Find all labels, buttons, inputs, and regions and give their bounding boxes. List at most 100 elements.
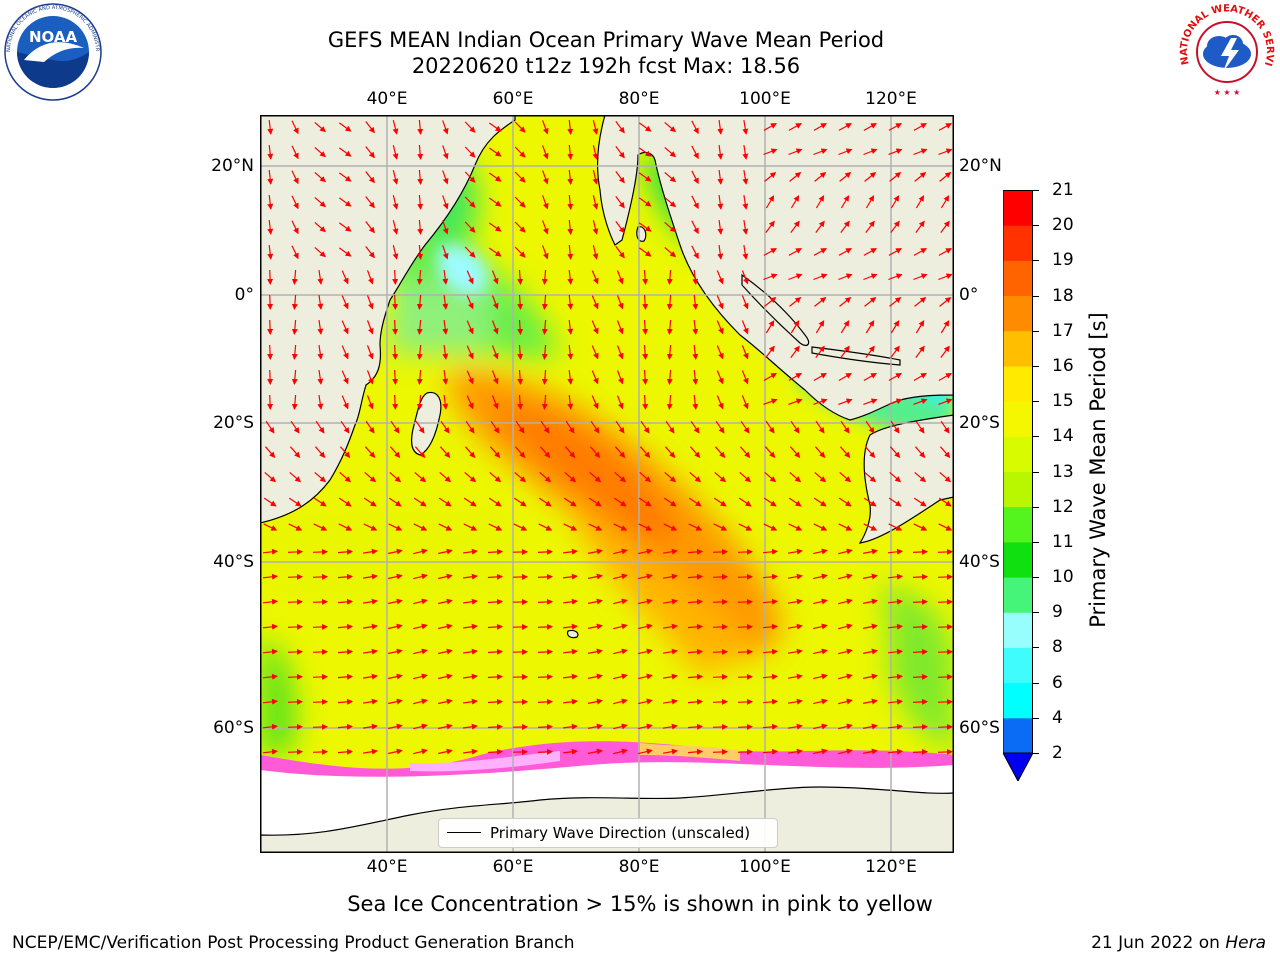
wave-direction-arrow bbox=[712, 698, 728, 705]
wave-direction-arrow bbox=[587, 548, 603, 555]
wave-direction-arrow bbox=[563, 598, 578, 605]
wave-direction-arrow bbox=[638, 698, 653, 705]
wave-direction-arrow bbox=[887, 623, 903, 630]
wave-direction-arrow bbox=[487, 698, 503, 705]
wave-direction-arrow bbox=[417, 194, 424, 210]
wave-direction-arrow bbox=[488, 523, 503, 531]
wave-direction-arrow bbox=[741, 345, 749, 360]
wave-direction-arrow bbox=[416, 344, 423, 360]
wave-direction-arrow bbox=[262, 573, 278, 580]
wave-direction-arrow bbox=[388, 523, 403, 531]
wave-direction-arrow bbox=[940, 345, 950, 358]
wave-direction-arrow bbox=[488, 147, 502, 157]
wave-direction-arrow bbox=[487, 598, 503, 605]
wave-direction-arrow bbox=[312, 623, 328, 630]
colorbar-segment bbox=[1003, 401, 1033, 437]
wave-direction-arrow bbox=[713, 497, 727, 507]
wave-direction-arrow bbox=[463, 648, 478, 655]
wave-direction-arrow bbox=[790, 320, 800, 334]
wave-direction-arrow bbox=[638, 197, 652, 207]
wave-direction-arrow bbox=[838, 548, 853, 555]
wave-direction-arrow bbox=[838, 748, 853, 755]
wave-direction-arrow bbox=[440, 420, 450, 434]
colorbar-tick-label: 10 bbox=[1052, 567, 1074, 588]
wave-direction-arrow bbox=[742, 220, 749, 235]
wave-direction-arrow bbox=[914, 446, 926, 459]
colorbar-extend-triangle bbox=[1002, 752, 1034, 783]
wave-direction-arrow bbox=[742, 195, 749, 210]
wave-direction-arrow bbox=[340, 420, 350, 434]
wave-direction-arrow bbox=[415, 420, 425, 434]
bottom-tick-40e: 40°E bbox=[366, 857, 408, 877]
wave-direction-arrow bbox=[413, 623, 428, 630]
wave-direction-arrow bbox=[513, 523, 528, 531]
wave-direction-arrow bbox=[442, 220, 449, 235]
wave-direction-arrow bbox=[690, 420, 700, 434]
wave-direction-arrow bbox=[638, 523, 653, 531]
wave-direction-arrow bbox=[312, 673, 328, 680]
wave-direction-arrow bbox=[790, 195, 800, 209]
wave-direction-arrow bbox=[839, 471, 852, 483]
map-subtitle-run: 20220620 t12z 192h fcst Max: 18.56 bbox=[411, 54, 801, 78]
wave-direction-arrow bbox=[517, 369, 524, 385]
wave-direction-arrow bbox=[487, 623, 503, 630]
wave-direction-arrow bbox=[642, 319, 649, 335]
wave-direction-arrow bbox=[363, 698, 378, 705]
wave-direction-arrow bbox=[591, 320, 599, 335]
wave-direction-arrow bbox=[741, 320, 749, 335]
wave-direction-arrow bbox=[312, 598, 328, 605]
wave-direction-arrow bbox=[613, 523, 628, 531]
wave-direction-arrow bbox=[662, 673, 678, 680]
wave-direction-arrow bbox=[789, 296, 802, 307]
wave-direction-arrow bbox=[887, 673, 903, 680]
wave-direction-arrow bbox=[815, 195, 825, 209]
wave-direction-arrow bbox=[741, 370, 749, 385]
wave-direction-arrow bbox=[813, 748, 828, 755]
wave-direction-arrow bbox=[642, 394, 649, 410]
colorbar-tick-mark bbox=[1033, 612, 1039, 614]
colorbar-tick-mark bbox=[1033, 506, 1039, 508]
wave-direction-arrow bbox=[712, 623, 728, 630]
wave-direction-arrow bbox=[588, 497, 602, 507]
wave-direction-arrow bbox=[717, 245, 724, 260]
wave-direction-arrow bbox=[638, 548, 653, 555]
wave-direction-arrow bbox=[937, 723, 953, 730]
wave-direction-arrow bbox=[390, 420, 400, 434]
wave-direction-arrow bbox=[288, 497, 302, 507]
wave-direction-arrow bbox=[563, 648, 578, 655]
wave-direction-arrow bbox=[464, 146, 476, 158]
wave-direction-arrow bbox=[262, 698, 278, 705]
wave-direction-arrow bbox=[537, 698, 553, 705]
wave-direction-arrow bbox=[463, 573, 478, 580]
wave-direction-arrow bbox=[939, 471, 952, 483]
wave-direction-arrow bbox=[564, 446, 576, 459]
wave-direction-arrow bbox=[613, 748, 628, 755]
wave-direction-arrow bbox=[464, 196, 476, 208]
wave-direction-arrow bbox=[442, 295, 449, 310]
wave-direction-arrow bbox=[537, 723, 553, 730]
wave-direction-arrow bbox=[692, 394, 699, 410]
wave-direction-arrow bbox=[813, 623, 828, 630]
wave-direction-arrow bbox=[913, 148, 928, 156]
wave-direction-arrow bbox=[363, 523, 378, 531]
wave-direction-arrow bbox=[938, 273, 953, 281]
map-legend: Primary Wave Direction (unscaled) bbox=[438, 818, 778, 848]
wave-direction-arrow bbox=[438, 573, 453, 580]
wave-direction-arrow bbox=[514, 471, 527, 483]
wave-direction-arrow bbox=[864, 471, 877, 483]
wave-direction-arrow bbox=[613, 623, 628, 630]
colorbar-segment bbox=[1003, 577, 1033, 613]
wave-direction-arrow bbox=[739, 471, 752, 483]
colorbar-segment bbox=[1003, 506, 1033, 543]
wave-direction-arrow bbox=[464, 121, 476, 133]
wave-direction-arrow bbox=[863, 523, 878, 531]
wave-direction-arrow bbox=[665, 420, 675, 434]
wave-direction-arrow bbox=[788, 372, 802, 382]
wave-direction-arrow bbox=[890, 195, 900, 209]
right-tick-20s: 20°S bbox=[959, 413, 1000, 433]
wave-direction-arrow bbox=[838, 523, 853, 531]
wave-direction-arrow bbox=[737, 548, 753, 555]
wave-direction-arrow bbox=[363, 573, 378, 580]
wave-direction-arrow bbox=[890, 420, 900, 434]
wave-direction-arrow bbox=[840, 320, 850, 334]
